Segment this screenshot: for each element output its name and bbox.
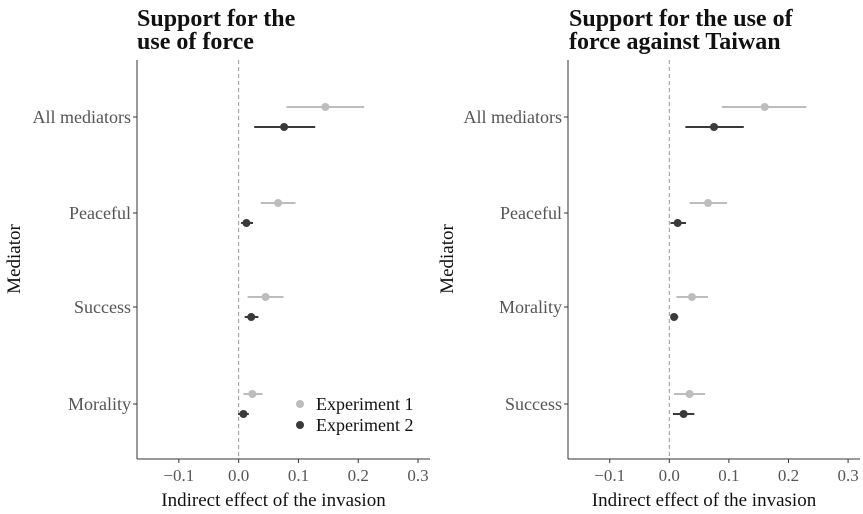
legend-label: Experiment 1 (316, 394, 413, 414)
x-tick-label: −0.1 (163, 466, 194, 485)
x-axis-label: Indirect effect of the invasion (161, 490, 386, 511)
point-estimate (242, 219, 251, 227)
y-tick-label: Success (74, 297, 131, 317)
x-tick-label: 0.2 (778, 466, 799, 485)
y-tick-label: Peaceful (500, 203, 562, 223)
chart-title-line: force against Taiwan (569, 29, 781, 55)
point-estimate (685, 390, 694, 398)
y-axis-label: Mediator (437, 224, 458, 294)
y-tick-label: Peaceful (69, 203, 131, 223)
series-1 (243, 103, 365, 398)
legend-label: Experiment 2 (316, 415, 413, 435)
legend-marker (296, 421, 304, 429)
x-tick-label: 0.1 (288, 466, 309, 485)
point-estimate (248, 390, 257, 398)
y-tick-label: Morality (499, 297, 562, 317)
x-tick-label: −0.1 (594, 466, 625, 485)
x-tick-label: 0.3 (407, 466, 428, 485)
series-2 (670, 123, 744, 418)
y-tick-label: Success (505, 394, 562, 414)
point-estimate (687, 293, 696, 301)
y-axis-label: Mediator (4, 224, 25, 294)
point-estimate (280, 123, 289, 131)
point-estimate (760, 103, 769, 111)
point-estimate (247, 313, 256, 321)
chart-title-line: Support for the (137, 6, 296, 32)
point-estimate (670, 313, 679, 321)
x-tick-label: 0.2 (348, 466, 369, 485)
x-tick-label: 0.3 (837, 466, 858, 485)
point-estimate (679, 410, 688, 418)
point-estimate (321, 103, 330, 111)
point-estimate (710, 123, 718, 131)
point-estimate (274, 199, 283, 207)
chart-title-line: Support for the use of (569, 6, 794, 32)
series-2 (238, 123, 316, 418)
y-tick-label: All mediators (33, 107, 131, 127)
series-1 (674, 103, 807, 398)
y-tick-label: All mediators (464, 107, 562, 127)
x-tick-label: 0.1 (718, 466, 739, 485)
point-estimate (239, 410, 248, 418)
y-tick-label: Morality (68, 394, 131, 414)
legend-marker (296, 400, 304, 408)
x-tick-label: 0.0 (228, 466, 249, 485)
point-estimate (673, 219, 682, 227)
x-axis-label: Indirect effect of the invasion (592, 490, 817, 511)
point-estimate (704, 199, 713, 207)
point-estimate (261, 293, 270, 301)
chart-title-line: use of force (137, 29, 254, 55)
x-tick-label: 0.0 (659, 466, 680, 485)
